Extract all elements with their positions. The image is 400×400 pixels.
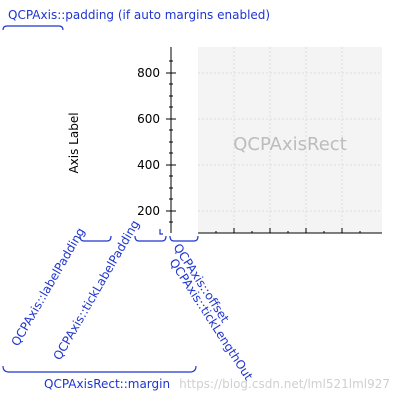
tick-length-out-text: QCPAxis::tickLengthOut [166, 256, 255, 383]
offset-brace [169, 235, 199, 242]
left-axis-tick-labels: 800 600 400 200 [137, 66, 160, 218]
margin-brace [2, 365, 197, 373]
tick-label: 800 [137, 66, 160, 80]
tick-length-marker [159, 229, 163, 235]
tick-label-padding-brace [134, 235, 167, 242]
tick-label-padding-text: QCPAxis::tickLabelPadding [50, 218, 142, 363]
watermark-text: https://blog.csdn.net/lml521lml927 [179, 377, 390, 391]
padding-brace [2, 25, 64, 31]
axis-rect-label: QCPAxisRect [233, 134, 347, 155]
label-padding-brace [79, 235, 112, 242]
axis-rect-background [198, 47, 382, 233]
grid [198, 47, 382, 233]
tick-label: 200 [137, 204, 160, 218]
tick-label: 400 [137, 158, 160, 172]
left-axis-ticks [166, 60, 176, 223]
padding-label: QCPAxis::padding (if auto margins enable… [8, 8, 270, 22]
margin-label: QCPAxisRect::margin [44, 377, 170, 391]
axis-label: Axis Label [67, 112, 81, 173]
bottom-axis-ticks [215, 228, 361, 233]
tick-label: 600 [137, 112, 160, 126]
